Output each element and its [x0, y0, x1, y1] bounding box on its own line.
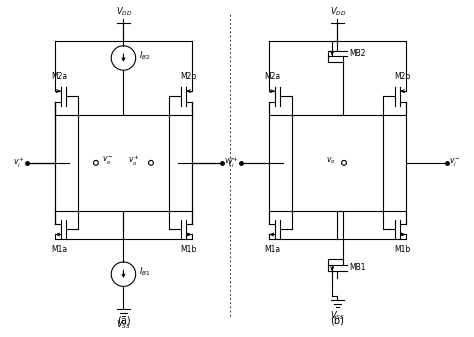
Text: $I_{B1}$: $I_{B1}$: [139, 266, 151, 278]
Text: M1a: M1a: [51, 245, 67, 254]
Text: (b): (b): [330, 315, 345, 325]
Text: $v_i^-$: $v_i^-$: [449, 157, 461, 169]
Circle shape: [342, 160, 346, 165]
Text: M2b: M2b: [180, 72, 196, 81]
Text: $v_o^-$: $v_o^-$: [102, 155, 114, 167]
Circle shape: [148, 160, 154, 165]
Text: M2b: M2b: [394, 72, 410, 81]
Text: MB1: MB1: [349, 263, 366, 272]
Text: $I_{B2}$: $I_{B2}$: [139, 50, 151, 62]
Bar: [292, 115, 383, 211]
Text: M2a: M2a: [51, 72, 67, 81]
Text: $V_{SS}$: $V_{SS}$: [116, 319, 131, 331]
Text: $v_i^-$: $v_i^-$: [224, 157, 236, 169]
Text: $V_{DD}$: $V_{DD}$: [330, 5, 346, 18]
Bar: [78, 115, 169, 211]
Text: M1b: M1b: [394, 245, 410, 254]
Text: $v_i^+$: $v_i^+$: [227, 156, 239, 170]
Text: (a): (a): [117, 315, 130, 325]
Text: MB2: MB2: [349, 49, 366, 58]
Text: $v_o^+$: $v_o^+$: [128, 154, 140, 168]
Text: $v_i^+$: $v_i^+$: [13, 156, 25, 170]
Text: M1b: M1b: [180, 245, 196, 254]
Text: $V_{SS}$: $V_{SS}$: [330, 310, 345, 323]
Text: M2a: M2a: [265, 72, 281, 81]
Text: $v_o$: $v_o$: [326, 155, 336, 166]
Circle shape: [93, 160, 98, 165]
Text: M1a: M1a: [265, 245, 281, 254]
Text: $V_{DD}$: $V_{DD}$: [116, 5, 133, 18]
